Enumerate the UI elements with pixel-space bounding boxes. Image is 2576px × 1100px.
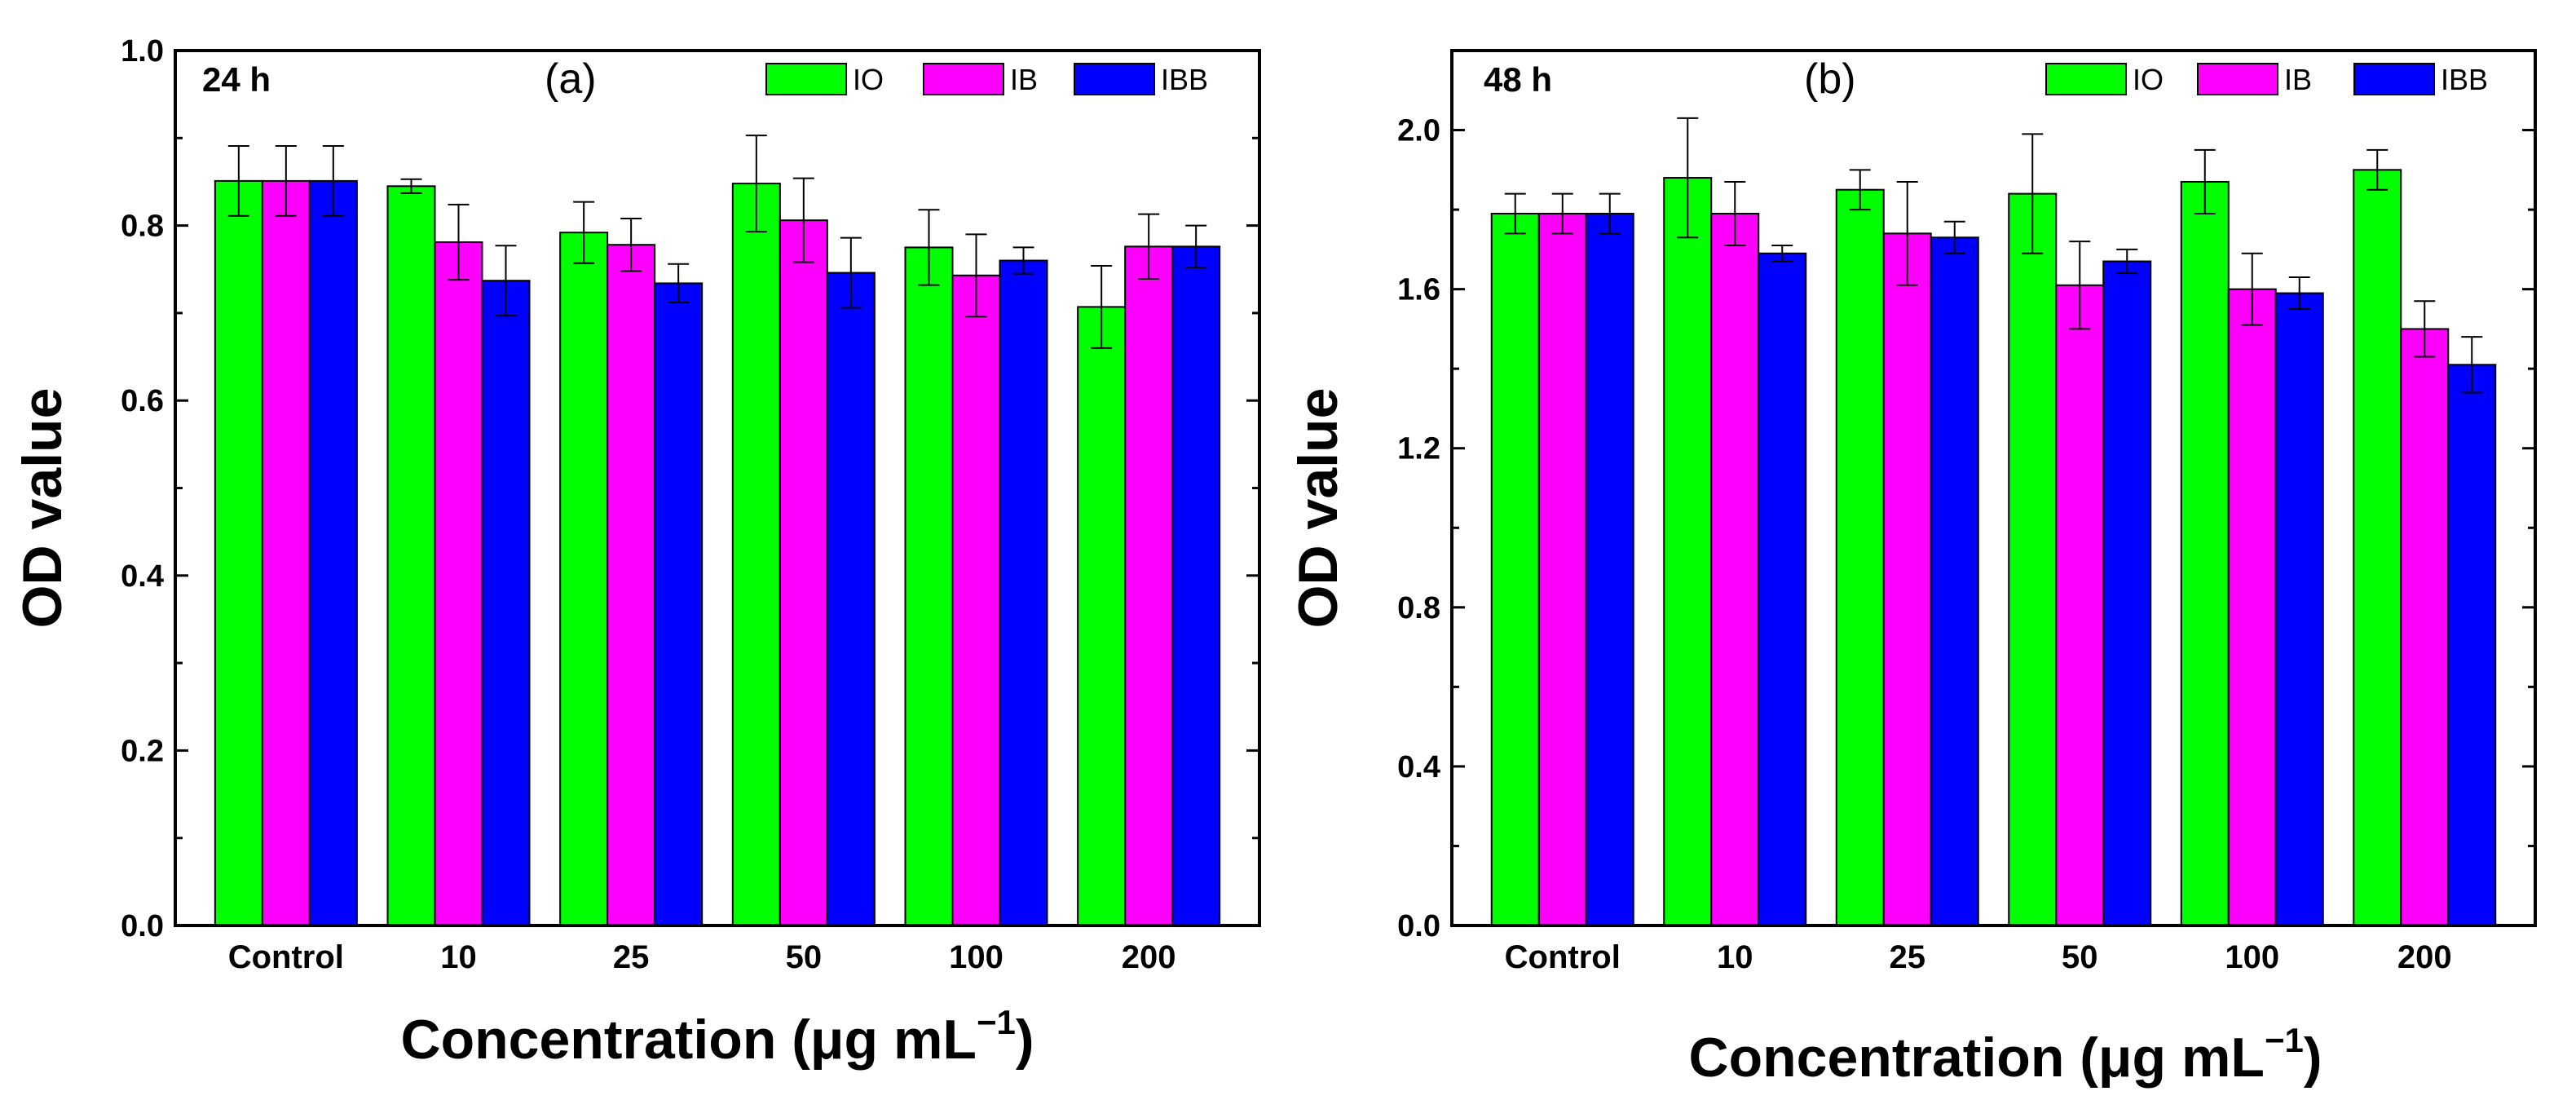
legend-label-io: IO: [853, 63, 884, 96]
plot-area: [1452, 117, 2535, 927]
bar-ibb: [308, 179, 358, 926]
bar-io: [2008, 192, 2058, 926]
bar-ibb: [2274, 292, 2324, 927]
x-tick-label: 200: [2397, 939, 2452, 975]
bar-ib: [2055, 284, 2105, 926]
time-label: 24 h: [202, 60, 271, 99]
legend-label-ib: IB: [1010, 63, 1038, 96]
x-tick-label: 10: [1717, 939, 1753, 975]
plot-frame: [174, 49, 1261, 927]
bar-ib: [607, 244, 656, 926]
legend-label-ibb: IBB: [1161, 63, 1208, 96]
legend-swatch-ibb: [2353, 63, 2435, 95]
bar-ib: [1710, 212, 1760, 926]
bar-io: [559, 232, 609, 926]
legend-swatch-ib: [2197, 63, 2278, 95]
bar-ibb: [826, 272, 876, 926]
legend-label-ibb: IBB: [2441, 63, 2488, 96]
y-tick-label: 2.0: [1397, 114, 1440, 148]
y-tick-label: 1.2: [1397, 432, 1440, 466]
plot-frame: [1450, 49, 2537, 927]
bar-ib: [1882, 232, 1932, 926]
x-axis-title: Concentration (μg mL−1): [400, 1003, 1034, 1071]
bar-ibb: [1930, 236, 1979, 926]
bar-ib: [1124, 245, 1174, 926]
legend-swatch-ib: [923, 63, 1004, 95]
y-tick-label: 0.0: [1397, 909, 1440, 943]
x-tick-label: 25: [613, 939, 650, 975]
legend-swatch-ibb: [1074, 63, 1155, 95]
x-tick-label: 50: [2062, 939, 2098, 975]
y-tick-label: 1.0: [121, 34, 164, 68]
x-tick-label: 10: [440, 939, 477, 975]
y-tick-label: 0.2: [121, 734, 164, 768]
bar-io: [1835, 188, 1885, 927]
x-tick-label: 200: [1122, 939, 1176, 975]
bar-io: [2180, 180, 2230, 926]
bar-io: [1077, 306, 1127, 927]
bar-io: [1490, 212, 1540, 926]
bar-ibb: [2102, 260, 2152, 926]
legend-swatch-io: [765, 63, 847, 95]
chart-panel-a: OD value 24 h (a) IO IB IBB Concentratio…: [11, 34, 1261, 1071]
bar-ib: [434, 241, 483, 926]
legend-label-io: IO: [2133, 63, 2164, 96]
legend: IO IB IBB: [765, 63, 1208, 96]
legend: IO IB IBB: [2045, 63, 2488, 96]
bar-ibb: [1171, 245, 1221, 926]
bar-ib: [779, 219, 828, 926]
y-tick-label: 0.4: [121, 559, 164, 594]
y-tick-label: 0.0: [121, 909, 164, 943]
legend-label-ib: IB: [2284, 63, 2312, 96]
bar-ib: [261, 179, 311, 926]
bar-ibb: [1585, 212, 1634, 926]
bar-ib: [951, 274, 1001, 926]
panel-tag: (a): [545, 55, 597, 103]
x-tick-label: Control: [1505, 939, 1621, 975]
bar-ibb: [481, 280, 531, 927]
x-tick-label: 100: [2225, 939, 2279, 975]
x-tick-label: 25: [1890, 939, 1926, 975]
bar-ibb: [999, 259, 1048, 926]
y-tick-label: 1.6: [1397, 273, 1440, 307]
bar-io: [731, 183, 781, 926]
panel-tag: (b): [1804, 55, 1856, 103]
y-axis-title: OD value: [11, 388, 73, 629]
bar-ib: [1537, 212, 1587, 926]
bar-io: [214, 179, 263, 926]
y-tick-label: 0.6: [121, 384, 164, 418]
y-tick-label: 0.8: [1397, 591, 1440, 625]
x-axis-title: Concentration (μg mL−1): [1688, 1021, 2322, 1089]
time-label: 48 h: [1484, 60, 1552, 99]
bar-ib: [2227, 288, 2277, 926]
bar-io: [1663, 177, 1713, 926]
x-tick-label: 50: [786, 939, 823, 975]
legend-swatch-io: [2045, 63, 2127, 95]
bar-io: [386, 185, 436, 926]
bar-ibb: [1758, 252, 1807, 926]
x-tick-label: Control: [228, 939, 344, 975]
y-tick-label: 0.4: [1397, 750, 1440, 784]
y-axis-title: OD value: [1287, 388, 1349, 629]
bar-io: [2353, 169, 2402, 926]
plot-area: [175, 49, 1259, 927]
bar-ib: [2400, 328, 2450, 926]
y-tick-label: 0.8: [121, 210, 164, 244]
x-tick-label: 100: [949, 939, 1003, 975]
chart-panel-b: OD value 48 h (b) IO IB IBB Concentratio…: [1287, 49, 2537, 1089]
bar-ibb: [654, 282, 704, 926]
bar-io: [904, 246, 954, 926]
bar-ibb: [2447, 364, 2497, 926]
